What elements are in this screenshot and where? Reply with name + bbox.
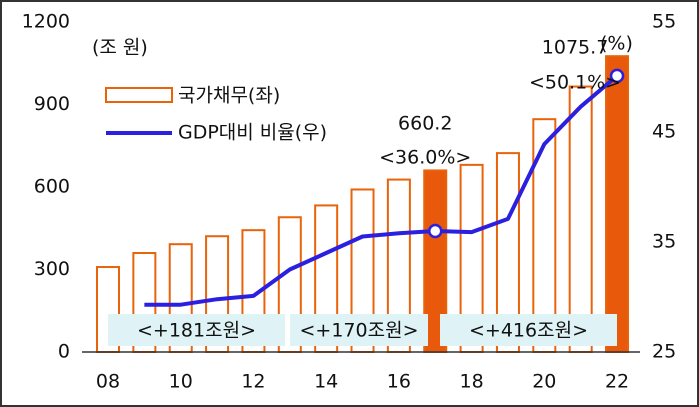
period-label: <+416조원> — [469, 320, 588, 342]
period-label: <+181조원> — [137, 320, 256, 342]
x-tick-label: 12 — [241, 371, 265, 393]
legend-label: 국가채무(좌) — [178, 85, 280, 107]
period-box — [440, 314, 617, 346]
y-tick-label: 0 — [58, 341, 70, 363]
ratio-marker — [427, 223, 443, 239]
ratio-line — [144, 74, 619, 307]
y2-tick-label: 45 — [652, 121, 676, 143]
x-tick-label: 10 — [169, 371, 193, 393]
x-tick-label: 14 — [314, 371, 338, 393]
bar — [568, 85, 593, 353]
y2-tick-label: 55 — [652, 11, 676, 33]
x-tick-label: 18 — [460, 371, 484, 393]
y-tick-label: 300 — [34, 258, 70, 280]
x-tick-label: 08 — [96, 371, 120, 393]
y2-tick-label: 35 — [652, 231, 676, 253]
bar-value-label: 1075.7 — [542, 37, 608, 59]
legend-label: GDP대비 비율(우) — [178, 122, 327, 144]
x-tick-label: 20 — [532, 371, 556, 393]
y-unit-label: (조 원) — [92, 37, 148, 59]
legend-bar-swatch — [105, 87, 173, 103]
bar-value-label: 660.2 — [398, 113, 452, 135]
y-tick-label: 600 — [34, 176, 70, 198]
ratio-value-label: <36.0%> — [379, 147, 471, 169]
y-tick-label: 900 — [34, 93, 70, 115]
period-label: <+170조원> — [300, 320, 419, 342]
y-tick-label: 1200 — [22, 11, 70, 33]
period-box — [108, 314, 285, 346]
y2-tick-label: 25 — [652, 341, 676, 363]
bar — [605, 55, 630, 354]
period-box — [290, 314, 428, 346]
y2-unit-label: (%) — [600, 33, 633, 55]
ratio-value-label: <50.1%> — [529, 72, 621, 94]
ratio-marker — [609, 68, 625, 84]
x-tick-label: 22 — [605, 371, 629, 393]
x-tick-label: 16 — [387, 371, 411, 393]
